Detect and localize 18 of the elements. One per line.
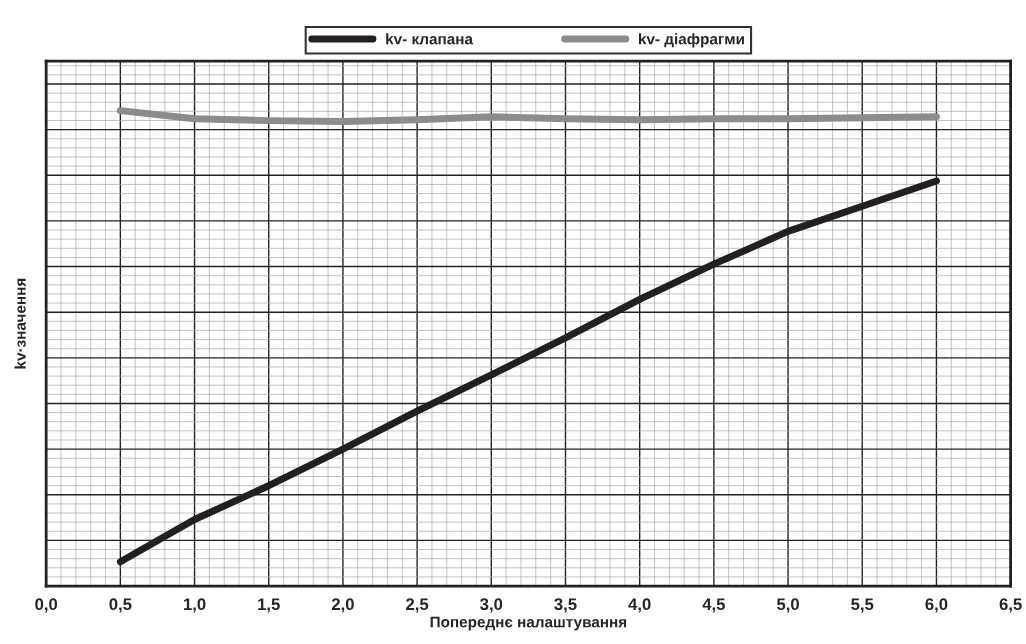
x-axis-title: Попереднє налаштування	[430, 616, 627, 631]
x-tick-label: 1,5	[258, 598, 280, 613]
x-tick-label: 3,0	[480, 598, 503, 613]
x-tick-label: 2,5	[406, 598, 429, 613]
x-tick-label: 5,0	[776, 598, 799, 613]
legend-label: kv- клапана	[386, 33, 474, 45]
x-tick-label: 4,0	[628, 598, 651, 613]
legend-label: kv- діафрагми	[639, 33, 744, 48]
x-tick-label: 4,5	[702, 598, 725, 613]
x-tick-label: 6,5	[999, 598, 1022, 613]
x-tick-label: 0,0	[35, 598, 58, 613]
x-tick-label: 5,5	[851, 598, 874, 613]
x-tick-label: 1,0	[184, 598, 206, 613]
x-tick-label: 2,0	[331, 598, 354, 613]
x-tick-label: 0,5	[109, 598, 132, 613]
x-tick-label: 6,0	[925, 598, 948, 613]
y-axis-title: kv·значення	[14, 278, 26, 369]
x-tick-label: 3,5	[554, 598, 577, 613]
